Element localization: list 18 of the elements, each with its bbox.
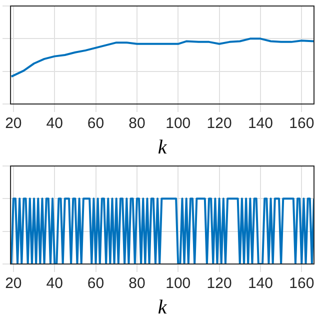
x-tick-label: 40 <box>46 115 63 132</box>
x-tick-label: 80 <box>128 275 146 292</box>
x-tick-label: 100 <box>166 115 191 132</box>
x-tick-label: 60 <box>87 115 104 132</box>
x-tick-label: 120 <box>206 275 232 292</box>
x-tick-label: 40 <box>46 275 63 292</box>
x-tick-label: 120 <box>206 115 232 132</box>
x-tick-label: 20 <box>5 275 22 292</box>
x-tick-label: 140 <box>248 275 273 292</box>
x-tick-label: 160 <box>289 275 314 292</box>
x-axis-title: k <box>158 136 168 158</box>
x-tick-label: 160 <box>289 115 314 132</box>
x-tick-label: 20 <box>5 115 22 132</box>
x-axis-title: k <box>158 296 168 318</box>
x-tick-label: 80 <box>128 115 146 132</box>
x-tick-label: 140 <box>248 115 273 132</box>
x-tick-label: 100 <box>166 275 191 292</box>
x-tick-label: 60 <box>87 275 104 292</box>
